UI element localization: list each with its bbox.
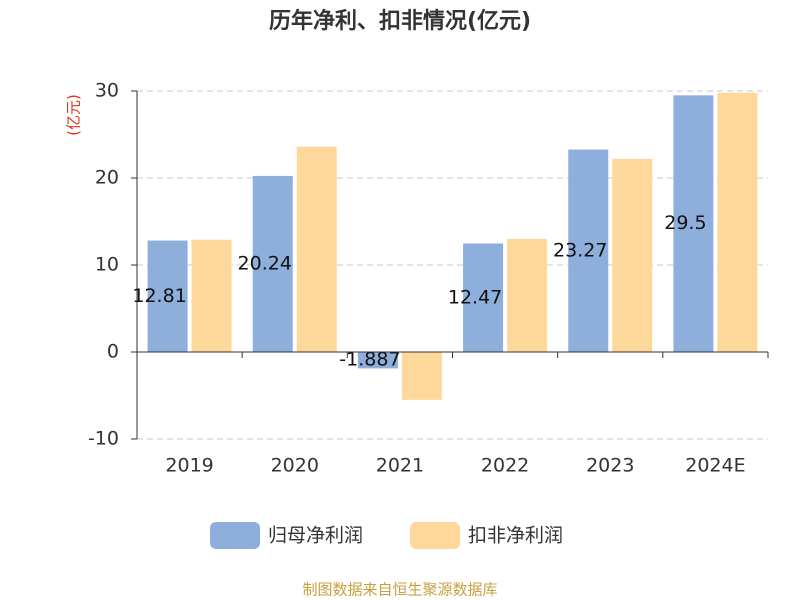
x-tick-label: 2024E bbox=[685, 455, 745, 477]
y-tick-label: -10 bbox=[88, 428, 119, 450]
data-label: 12.81 bbox=[132, 285, 186, 307]
x-tick-label: 2021 bbox=[376, 455, 424, 477]
data-label: 23.27 bbox=[553, 239, 607, 261]
bar bbox=[296, 146, 337, 352]
data-label: 12.47 bbox=[448, 286, 502, 308]
y-tick-label: 30 bbox=[95, 80, 119, 102]
data-label: 20.24 bbox=[238, 252, 292, 274]
chart-title: 历年净利、扣非情况(亿元) bbox=[269, 8, 531, 34]
bar bbox=[463, 243, 504, 352]
bar bbox=[612, 158, 653, 352]
legend-swatch bbox=[410, 522, 460, 549]
bar bbox=[673, 95, 714, 352]
bar bbox=[252, 175, 293, 352]
legend-label: 归母净利润 bbox=[268, 525, 363, 547]
x-tick-label: 2019 bbox=[165, 455, 213, 477]
y-tick-label: 20 bbox=[95, 167, 119, 189]
bar bbox=[147, 240, 188, 352]
x-tick-label: 2022 bbox=[481, 455, 529, 477]
bar bbox=[717, 92, 758, 353]
legend-swatch bbox=[210, 522, 260, 549]
bar bbox=[401, 352, 442, 400]
source-note: 制图数据来自恒生聚源数据库 bbox=[302, 581, 497, 599]
bar bbox=[568, 149, 609, 352]
y-axis-label: (亿元) bbox=[65, 94, 83, 136]
y-tick-label: 0 bbox=[107, 341, 119, 363]
data-label: 29.5 bbox=[664, 212, 706, 234]
y-tick-label: 10 bbox=[95, 254, 119, 276]
bar bbox=[191, 239, 232, 352]
x-tick-label: 2023 bbox=[586, 455, 634, 477]
bar bbox=[357, 352, 398, 369]
x-tick-label: 2020 bbox=[271, 455, 319, 477]
data-label: -1.887 bbox=[339, 349, 400, 371]
legend-label: 扣非净利润 bbox=[468, 525, 563, 547]
bar bbox=[507, 238, 548, 352]
